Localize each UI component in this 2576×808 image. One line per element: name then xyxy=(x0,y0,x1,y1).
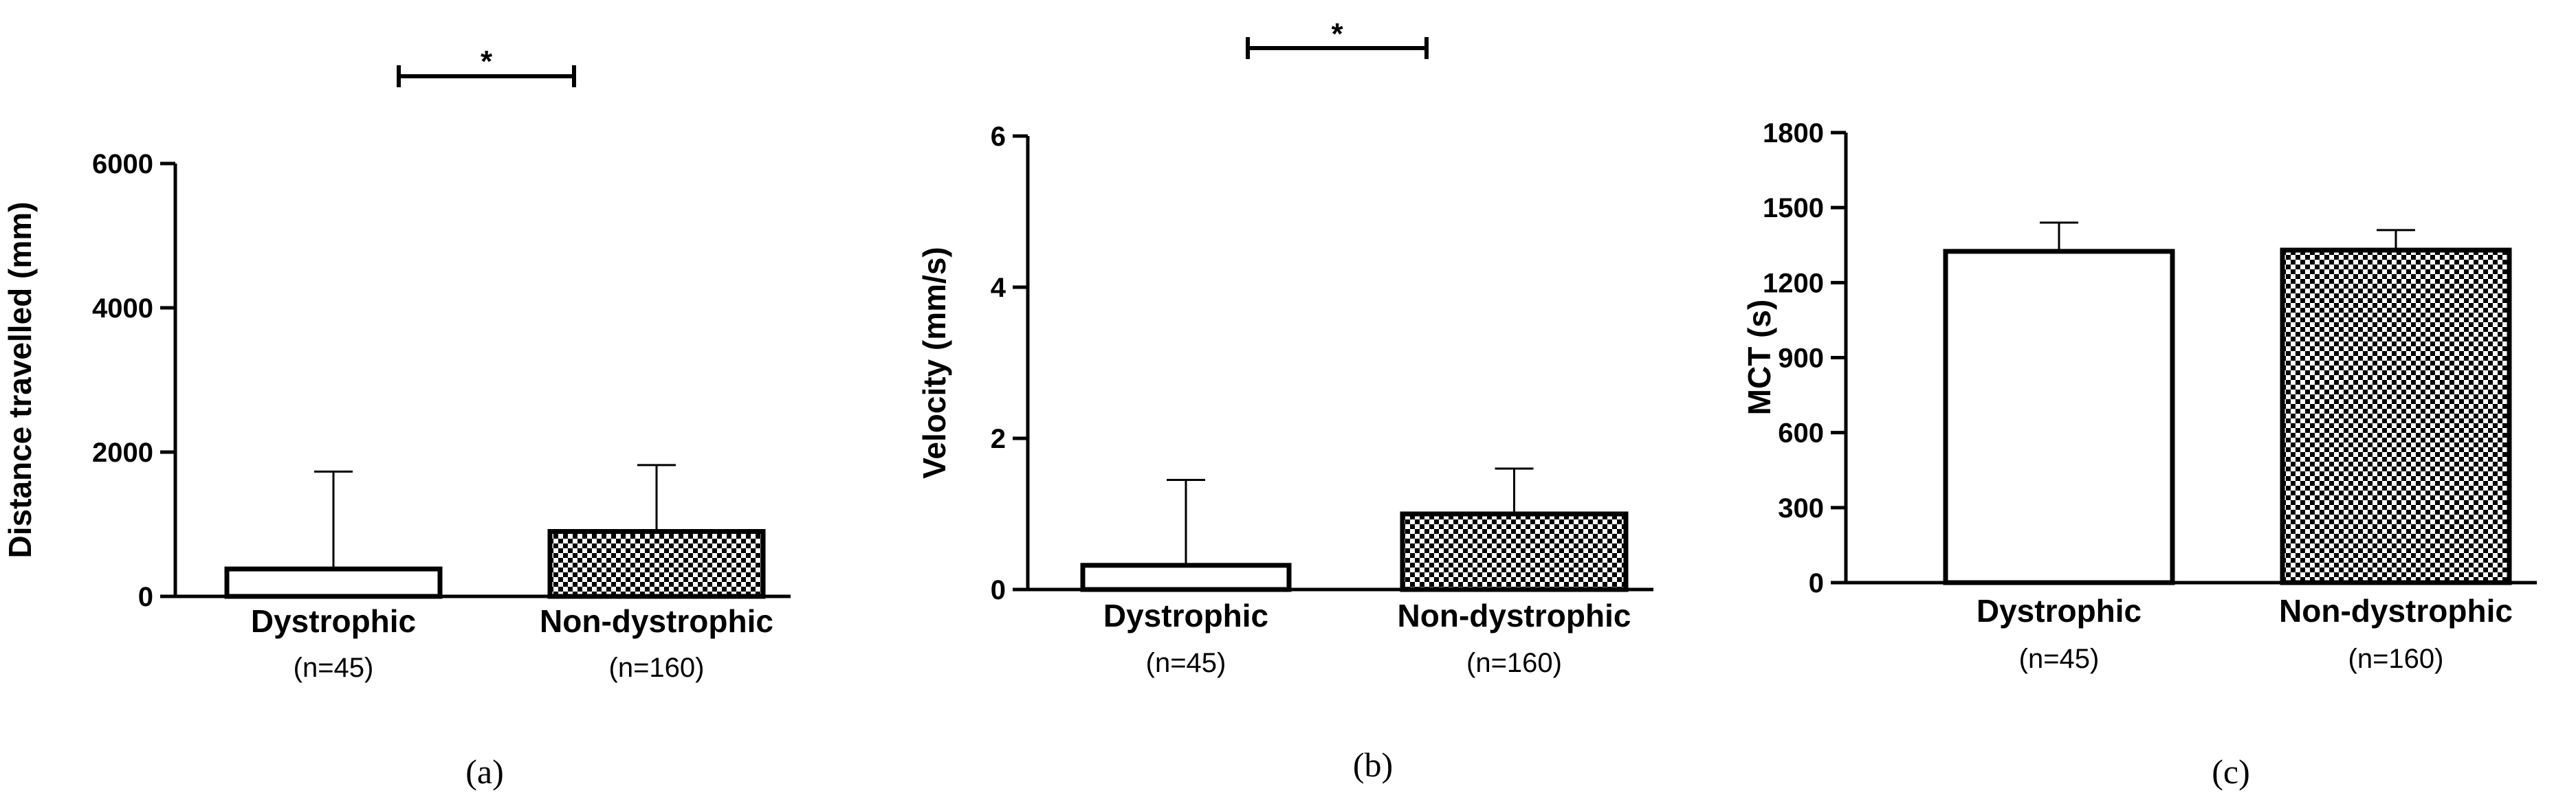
significance-star: * xyxy=(481,45,493,78)
bar-dystrophic xyxy=(224,566,443,599)
bar-dystrophic xyxy=(1943,249,2175,585)
category-n-label: (n=45) xyxy=(294,653,374,683)
y-tick-label: 1500 xyxy=(1763,193,1824,223)
y-tick-label: 0 xyxy=(1809,568,1824,598)
y-tick-label: 4000 xyxy=(92,293,153,324)
bar-dystrophic xyxy=(1080,563,1292,592)
y-axis-label: MCT (s) xyxy=(1741,300,1777,416)
y-tick-label: 2000 xyxy=(92,438,153,468)
panel-label: (b) xyxy=(1353,745,1393,784)
y-axis-label: Distance travelled (mm) xyxy=(2,202,38,559)
panel-a: 0 2000 4000 6000 Distance travelled (mm) Dyst… xyxy=(2,45,791,791)
category-n-label: (n=160) xyxy=(609,653,705,683)
y-tick-label: 1200 xyxy=(1763,268,1824,298)
y-tick-label: 2 xyxy=(991,424,1006,454)
category-n-label: (n=160) xyxy=(2348,644,2444,674)
bar-non-dystrophic xyxy=(547,529,766,599)
category-n-label: (n=160) xyxy=(1466,648,1562,678)
category-label: Non-dystrophic xyxy=(1398,598,1631,633)
y-tick-label: 0 xyxy=(991,575,1006,605)
significance-star: * xyxy=(1331,17,1343,51)
category-n-label: (n=45) xyxy=(2019,644,2100,674)
y-tick-label: 6 xyxy=(991,122,1006,152)
y-tick-label: 600 xyxy=(1778,418,1824,449)
y-tick-label: 300 xyxy=(1778,493,1824,524)
y-tick-label: 1800 xyxy=(1763,118,1824,148)
panel-label: (c) xyxy=(2212,752,2250,791)
category-label: Non-dystrophic xyxy=(2279,593,2513,629)
y-axis-label: Velocity (mm/s) xyxy=(916,247,952,478)
category-label: Non-dystrophic xyxy=(540,603,773,639)
category-label: Dystrophic xyxy=(1977,593,2142,629)
y-tick-label: 6000 xyxy=(92,149,153,179)
panel-label: (a) xyxy=(465,752,504,791)
category-label: Dystrophic xyxy=(1103,598,1268,633)
panel-c: 0 300 600 900 1200 1500 1800 MCT (s) Dystrophic (… xyxy=(1741,118,2537,791)
y-tick-label: 900 xyxy=(1778,344,1824,374)
bar-non-dystrophic xyxy=(1400,511,1629,592)
panel-b: 0 2 4 6 Velocity (mm/s) Dystrophic (n=45) Non-d… xyxy=(916,17,1653,784)
category-n-label: (n=45) xyxy=(1146,648,1226,678)
y-tick-label: 0 xyxy=(138,582,153,612)
category-label: Dystrophic xyxy=(251,603,416,639)
bar-non-dystrophic xyxy=(2280,247,2512,585)
y-tick-label: 4 xyxy=(991,273,1006,303)
